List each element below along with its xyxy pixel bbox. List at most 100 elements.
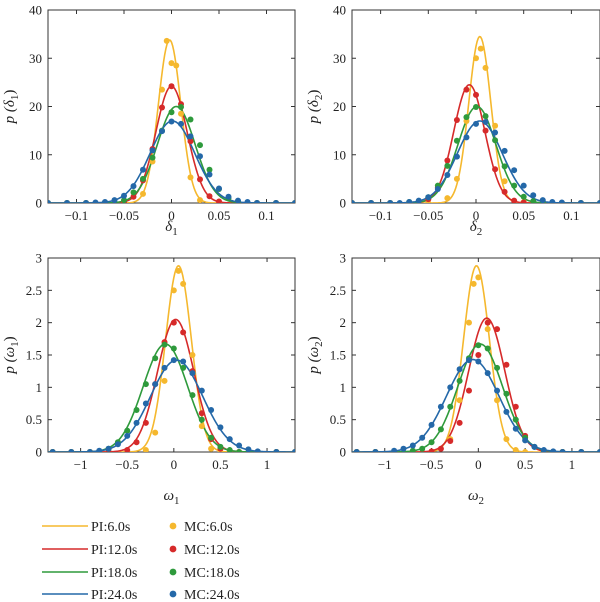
legend-marker-swatch [169,568,177,576]
y-axis-label: p (δ2) [306,90,325,125]
data-point-mc-24-0s [539,197,546,203]
data-point-mc-24-0s [368,200,375,203]
y-tick-label: 2.5 [330,283,346,298]
data-point-mc-24-0s [208,406,215,413]
legend-line-label: PI:12.0s [91,543,137,558]
y-tick-label: 3 [340,251,347,266]
data-point-mc-24-0s [273,200,279,203]
data-point-mc-24-0s [292,449,295,452]
data-point-mc-6-0s [444,195,451,202]
data-point-mc-12-0s [453,117,460,124]
data-point-mc-24-0s [114,441,121,448]
series-line-pi-12-0s [48,85,295,203]
data-point-mc-18-0s [475,342,482,349]
data-point-mc-18-0s [520,193,527,200]
series-line-pi-12-0s [352,317,600,452]
data-point-mc-6-0s [168,60,175,67]
data-point-mc-6-0s [492,122,499,129]
data-point-mc-24-0s [111,197,118,203]
x-tick-label: 0 [473,208,480,223]
data-point-mc-24-0s [558,199,565,203]
data-point-mc-18-0s [170,345,177,352]
y-tick-label: 1.5 [330,348,346,363]
y-tick-label: 20 [29,99,42,114]
data-point-mc-24-0s [170,357,177,364]
data-point-mc-12-0s [456,419,463,426]
x-tick-label: 0.05 [208,208,231,223]
panel-3: −1 −0.5 0 0.5 1 0 0.5 1 1.5 2 2.5 3 ω1 p (ω1) [2,251,296,507]
data-point-mc-24-0s [254,200,260,203]
data-point-mc-6-0s [503,436,510,443]
y-tick-label: 0 [340,196,347,211]
data-point-mc-12-0s [197,176,203,183]
data-point-mc-24-0s [124,432,131,439]
data-point-mc-24-0s [511,167,518,174]
data-point-mc-24-0s [292,200,295,203]
data-point-mc-24-0s [406,199,413,203]
data-point-mc-24-0s [64,200,70,203]
data-point-mc-18-0s [473,103,479,110]
data-point-mc-24-0s [198,387,205,394]
legend-marker-label: MC:24.0s [184,588,240,602]
data-point-mc-12-0s [465,387,472,394]
series-line-pi-12-0s [48,318,295,452]
series-line-pi-6-0s [352,35,600,203]
data-point-mc-24-0s [217,424,224,431]
data-point-mc-6-0s [470,280,477,287]
data-point-mc-18-0s [503,390,510,397]
y-tick-label: 40 [29,3,42,18]
x-tick-label: 0.1 [258,208,274,223]
data-point-mc-24-0s [142,400,149,407]
data-point-mc-12-0s [444,157,451,164]
data-point-mc-24-0s [434,186,441,193]
legend-line-label: PI:18.0s [91,566,137,581]
y-tick-label: 30 [29,51,42,66]
data-point-mc-24-0s [456,366,463,373]
x-tick-label: −0.05 [109,208,139,223]
legend-marker-swatch [169,522,177,530]
x-tick-label: −1 [378,457,392,472]
data-point-mc-24-0s [197,153,203,160]
data-point-mc-18-0s [512,416,519,423]
data-point-mc-12-0s [463,86,470,93]
data-point-mc-18-0s [444,162,451,169]
data-point-mc-24-0s [428,421,435,428]
data-point-mc-12-0s [447,438,454,445]
data-point-mc-24-0s [484,370,491,377]
data-point-mc-24-0s [353,449,360,452]
data-point-mc-6-0s [484,326,491,333]
series-line-pi-24-0s [48,120,295,203]
data-point-mc-12-0s [520,199,527,203]
data-point-mc-24-0s [463,134,470,141]
data-point-mc-24-0s [273,449,280,452]
data-point-mc-6-0s [198,423,205,430]
data-point-mc-24-0s [92,199,99,203]
x-tick-label: 0.05 [512,208,535,223]
y-tick-label: 2.5 [26,283,42,298]
data-point-mc-24-0s [597,200,600,203]
legend: PI:6.0s PI:12.0s PI:18.0s PI:24.0s MC:6.0s MC… [42,520,240,602]
x-axis-label: ω2 [468,488,484,507]
data-point-mc-24-0s [352,200,355,203]
data-point-mc-12-0s [168,83,175,90]
data-point-mc-12-0s [159,104,165,111]
y-tick-label: 1 [340,380,347,395]
data-point-mc-12-0s [133,439,140,446]
data-point-mc-24-0s [68,449,75,452]
data-point-mc-6-0s [501,178,508,185]
data-point-mc-24-0s [159,128,165,135]
data-point-mc-24-0s [187,133,194,140]
data-point-mc-6-0s [142,447,149,452]
x-tick-label: −0.05 [413,208,443,223]
data-point-mc-18-0s [130,189,137,196]
legend-marker-label: MC:18.0s [184,566,240,581]
data-point-mc-24-0s [130,183,137,190]
data-point-mc-12-0s [437,445,444,452]
data-point-mc-12-0s [206,193,213,200]
y-tick-label: 1 [36,380,43,395]
plot-data [48,37,295,203]
plot-data [352,265,600,452]
x-tick-label: 0.1 [563,208,579,223]
x-tick-label: −0.1 [369,208,393,223]
y-tick-label: 2 [36,315,43,330]
